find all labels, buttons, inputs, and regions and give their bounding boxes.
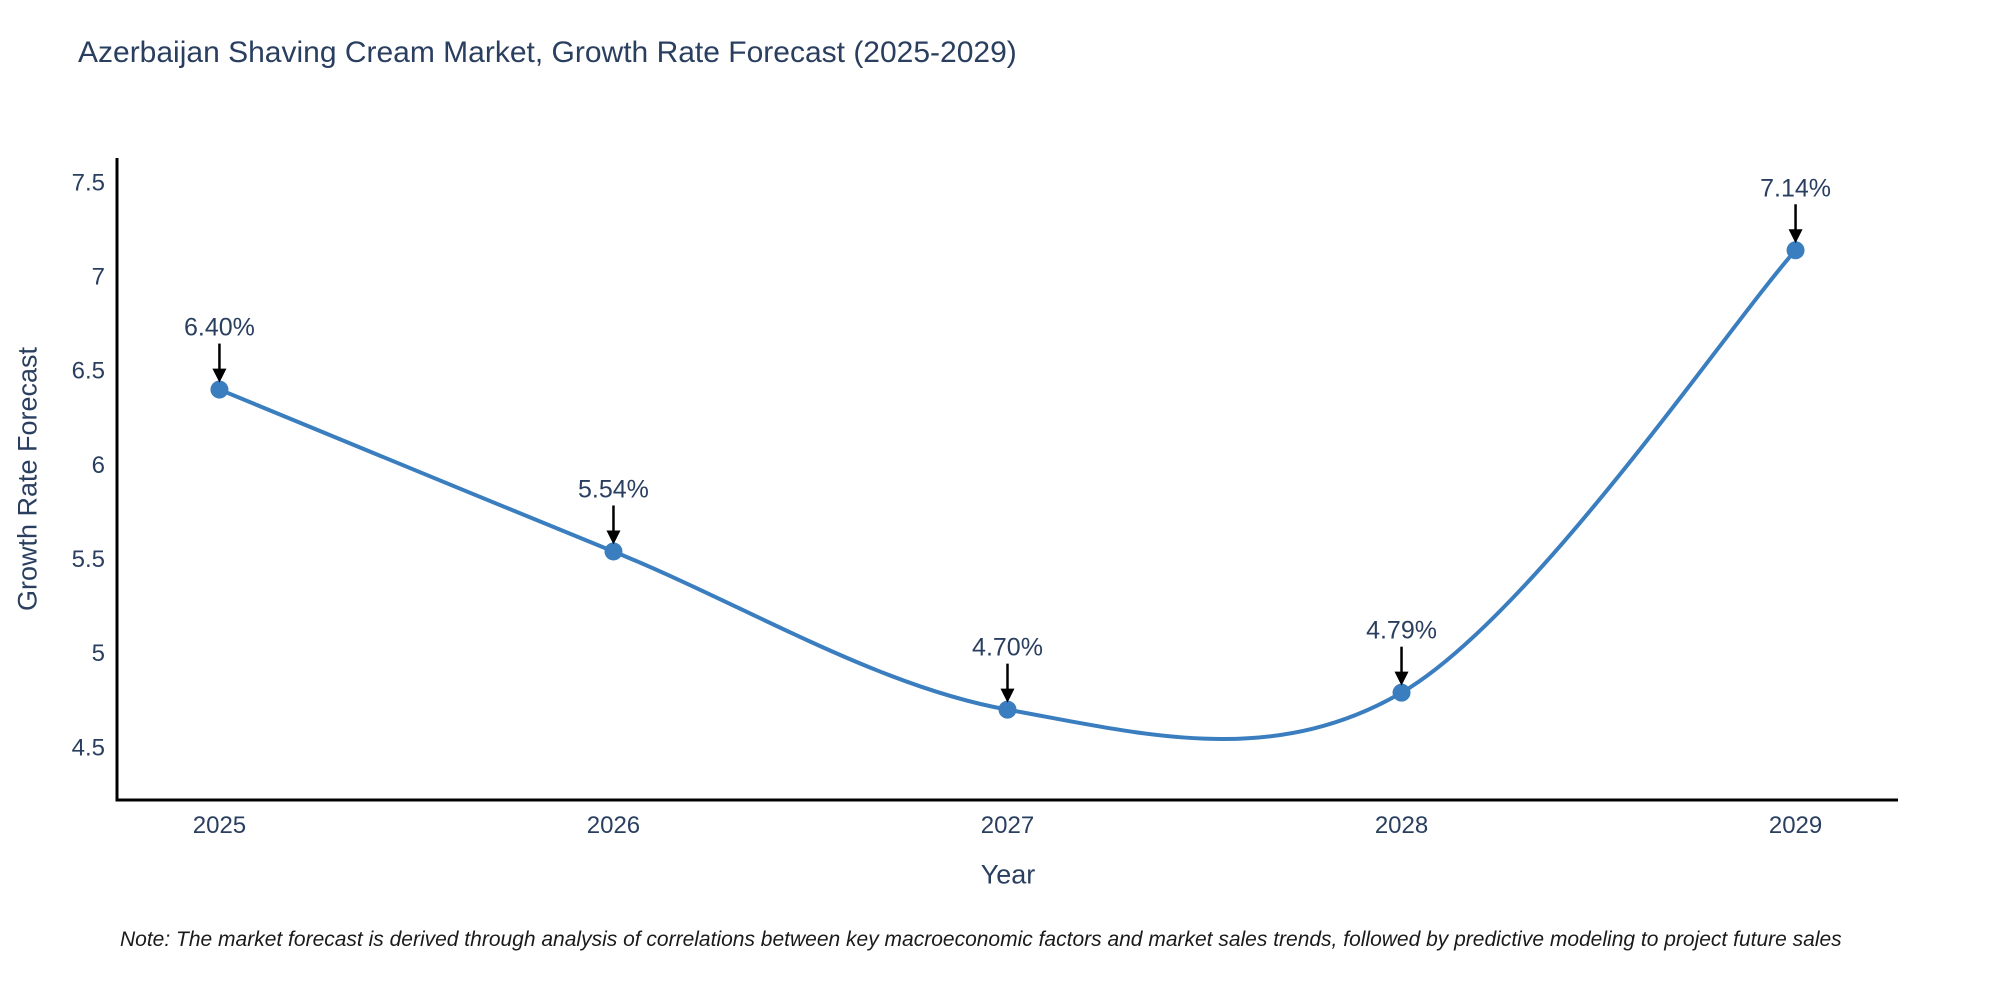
x-tick-label: 2028 (1375, 812, 1428, 839)
annotation-arrowhead (212, 368, 227, 383)
y-tick-label: 6 (92, 452, 105, 479)
annotation-label: 4.70% (972, 634, 1043, 662)
y-tick-label: 7.5 (72, 169, 105, 196)
annotation-label: 4.79% (1366, 617, 1437, 645)
annotation-label: 6.40% (184, 314, 255, 342)
annotation-label: 5.54% (578, 475, 649, 503)
annotation-arrowhead (606, 530, 621, 545)
annotation-arrowhead (1394, 671, 1409, 686)
x-tick-label: 2025 (193, 812, 246, 839)
annotation-label: 7.14% (1760, 174, 1831, 202)
x-tick-label: 2026 (587, 812, 640, 839)
footnote: Note: The market forecast is derived thr… (120, 928, 1842, 951)
y-tick-label: 7 (92, 264, 105, 291)
chart-title: Azerbaijan Shaving Cream Market, Growth … (78, 36, 1017, 69)
x-axis-title: Year (980, 859, 1036, 890)
data-point-2029 (1786, 241, 1805, 260)
trend-line (217, 248, 1798, 741)
y-tick-label: 5 (92, 640, 105, 667)
y-tick-label: 5.5 (72, 546, 105, 573)
y-tick-label: 4.5 (72, 734, 105, 761)
y-tick-label: 6.5 (72, 358, 105, 385)
x-tick-label: 2029 (1769, 812, 1822, 839)
annotation-arrowhead (1000, 688, 1015, 703)
data-point-2027 (998, 700, 1017, 719)
annotation-arrowhead (1788, 229, 1803, 244)
data-point-2028 (1392, 683, 1411, 702)
data-point-2026 (604, 542, 623, 561)
data-point-2025 (210, 380, 229, 399)
x-tick-label: 2027 (981, 812, 1034, 839)
